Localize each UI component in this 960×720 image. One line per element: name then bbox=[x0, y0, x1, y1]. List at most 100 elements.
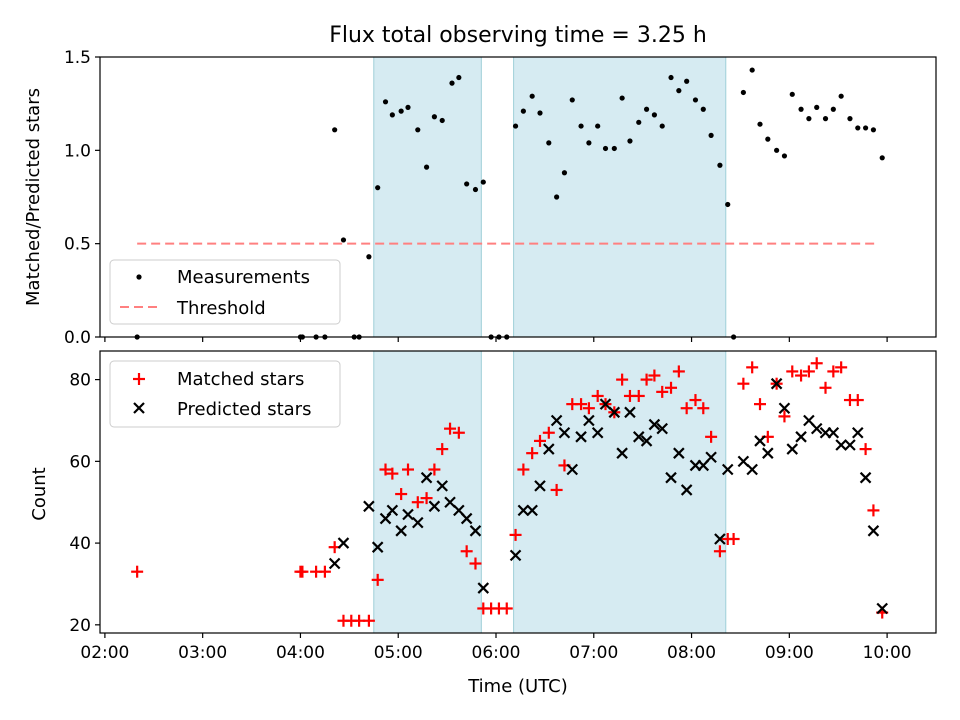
ratio-observing-windows bbox=[373, 56, 727, 338]
measurement-point bbox=[520, 108, 526, 114]
matched-star-point bbox=[386, 467, 399, 480]
ratio-legend: Measurements Threshold bbox=[109, 259, 341, 325]
measurement-point bbox=[740, 89, 746, 96]
legend-matched-label: Matched stars bbox=[177, 369, 304, 390]
matched-star-point bbox=[296, 565, 309, 578]
matched-star-point bbox=[428, 463, 441, 476]
measurement-point bbox=[814, 104, 820, 110]
measurement-point bbox=[586, 140, 592, 146]
matched-star-point bbox=[835, 361, 848, 374]
ratio-legend-box bbox=[109, 259, 341, 325]
measurement-point bbox=[708, 132, 714, 138]
matched-star-point bbox=[705, 430, 718, 443]
measurement-point bbox=[602, 145, 609, 152]
measurement-point bbox=[619, 95, 625, 101]
count-x-tick-label: 02:00 bbox=[80, 643, 129, 663]
matched-star-point bbox=[591, 389, 604, 402]
matched-star-point bbox=[509, 528, 522, 541]
predicted-star-point bbox=[648, 418, 661, 431]
predicted-star-point bbox=[665, 471, 677, 484]
ratio-panel: Flux total observing time = 3.25 h Match… bbox=[23, 23, 937, 348]
measurement-point bbox=[512, 123, 519, 129]
measurement-point bbox=[611, 145, 617, 152]
matched-star-point bbox=[371, 573, 384, 586]
matched-star-point bbox=[713, 545, 726, 558]
count-x-tick-label: 04:00 bbox=[276, 643, 325, 663]
count-x-axis-label: Time (UTC) bbox=[467, 676, 568, 697]
count-observing-window-1 bbox=[513, 350, 727, 634]
measurement-point bbox=[332, 127, 338, 133]
predicted-star-point bbox=[746, 463, 758, 476]
legend-measurements-label: Measurements bbox=[177, 267, 310, 288]
matched-star-point bbox=[526, 447, 539, 460]
matched-star-point bbox=[680, 402, 693, 415]
matched-star-point bbox=[859, 443, 872, 456]
count-x-tick-label: 03:00 bbox=[178, 643, 227, 663]
predicted-star-point bbox=[624, 406, 636, 419]
measurement-point bbox=[569, 97, 575, 103]
chart-title: Flux total observing time = 3.25 h bbox=[329, 23, 707, 48]
measurement-point bbox=[554, 194, 560, 200]
count-y-tick-label: 80 bbox=[69, 371, 91, 391]
count-x-tick-label: 07:00 bbox=[569, 643, 618, 663]
predicted-star-point bbox=[827, 426, 840, 439]
matched-star-point bbox=[665, 381, 678, 394]
predicted-star-point bbox=[705, 451, 717, 464]
matched-star-point bbox=[648, 369, 661, 382]
predicted-star-point bbox=[762, 447, 774, 459]
matched-star-point bbox=[436, 443, 449, 456]
measurement-point bbox=[431, 114, 437, 120]
ratio-y-ticks: 0.0 0.5 1.0 1.5 bbox=[64, 48, 100, 348]
count-axes-frame bbox=[99, 350, 937, 634]
predicted-star-point bbox=[608, 406, 621, 419]
matched-star-point bbox=[778, 410, 791, 423]
ratio-y-tick-label: 0.0 bbox=[64, 328, 91, 348]
predicted-star-point bbox=[786, 443, 799, 455]
predicted-star-point bbox=[810, 422, 823, 435]
matched-star-point bbox=[867, 504, 880, 517]
measurement-point bbox=[789, 91, 795, 97]
predicted-star-point bbox=[656, 422, 669, 435]
legend-matched-marker bbox=[133, 373, 145, 385]
ratio-y-tick-label: 1.0 bbox=[64, 141, 91, 161]
matched-star-point bbox=[689, 394, 702, 407]
matched-star-point bbox=[534, 434, 546, 447]
count-y-ticks: 20 40 60 80 bbox=[69, 371, 100, 636]
measurement-point bbox=[561, 170, 568, 176]
ratio-x-ticks bbox=[104, 337, 888, 342]
count-legend-box bbox=[109, 360, 341, 428]
measurement-point bbox=[340, 237, 347, 243]
predicted-star-point bbox=[558, 426, 571, 439]
predicted-star-point bbox=[859, 471, 872, 484]
measurement-point bbox=[456, 74, 462, 81]
matched-star-point bbox=[582, 402, 595, 415]
measurement-point bbox=[578, 123, 584, 129]
predicted-star-point bbox=[402, 508, 414, 521]
matched-star-point bbox=[851, 394, 864, 407]
measurement-point bbox=[830, 106, 836, 112]
ratio-y-axis-label: Matched/Predicted stars bbox=[23, 88, 44, 306]
matched-star-point bbox=[746, 361, 759, 374]
measurement-point bbox=[717, 162, 723, 168]
matched-star-point bbox=[754, 398, 766, 411]
predicted-star-point bbox=[616, 447, 628, 459]
predicted-star-point bbox=[795, 431, 807, 443]
matched-star-point bbox=[802, 365, 815, 378]
matched-star-point bbox=[737, 377, 750, 390]
measurement-point bbox=[480, 179, 486, 185]
predicted-star-point bbox=[517, 504, 530, 517]
predicted-star-point bbox=[721, 463, 734, 476]
count-x-tick-label: 09:00 bbox=[765, 643, 814, 663]
matched-star-point bbox=[640, 373, 653, 386]
measurement-point bbox=[676, 88, 682, 94]
predicted-star-point bbox=[534, 480, 546, 492]
measurement-point bbox=[405, 104, 411, 110]
legend-threshold-label: Threshold bbox=[176, 298, 266, 319]
matched-star-point bbox=[379, 463, 392, 476]
matched-star-point bbox=[819, 381, 832, 394]
measurement-point bbox=[725, 201, 731, 208]
measurement-point bbox=[627, 138, 633, 144]
count-x-tick-label: 05:00 bbox=[374, 643, 423, 663]
matched-star-point bbox=[402, 463, 414, 476]
predicted-star-point bbox=[851, 426, 864, 439]
